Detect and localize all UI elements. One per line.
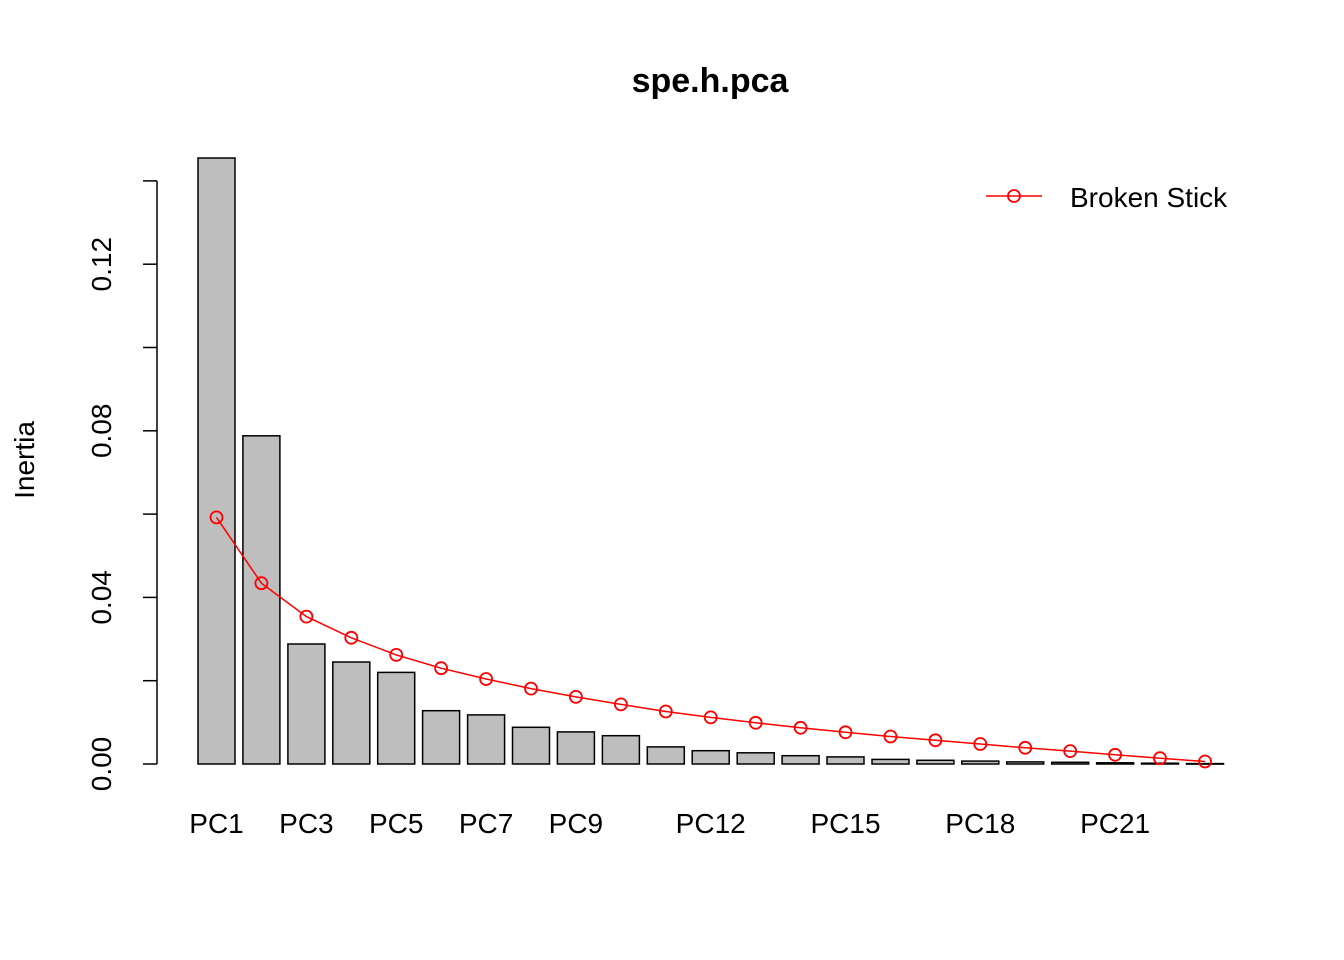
x-axis-labels: PC1 PC3 PC5 PC7 PC9 PC12 PC15 PC18 PC21: [189, 808, 1150, 839]
bars-group: [197, 157, 1225, 765]
broken-stick-line: [215, 516, 1206, 763]
bar-pc14: [781, 754, 820, 765]
broken-stick-point-pc11: [658, 704, 673, 719]
bar-pc23: [1185, 762, 1225, 765]
x-tick-label: PC15: [810, 808, 880, 839]
bar-pc16: [871, 758, 910, 765]
broken-stick-point-pc13: [748, 715, 763, 730]
x-tick-label: PC9: [549, 808, 603, 839]
broken-stick-point-pc2: [254, 576, 269, 591]
bar-pc13: [736, 752, 775, 765]
broken-stick-point-pc6: [434, 661, 449, 676]
x-tick-label: PC12: [676, 808, 746, 839]
bar-pc10: [601, 734, 641, 765]
broken-stick-point-pc20: [1063, 744, 1078, 758]
chart-title: spe.h.pca: [632, 62, 790, 100]
bar-pc7: [466, 714, 506, 765]
broken-stick-point-pc3: [299, 609, 314, 624]
x-tick-label: PC1: [189, 808, 243, 839]
broken-stick-point-pc14: [793, 720, 808, 735]
y-axis-label: Inertia: [9, 421, 40, 499]
bar-pc19: [1005, 761, 1045, 765]
broken-stick-point-pc9: [569, 690, 583, 704]
broken-stick-point-pc15: [838, 725, 853, 740]
broken-stick-point-pc21: [1108, 747, 1122, 762]
bar-pc21: [1095, 762, 1135, 765]
y-axis: 0.00 0.04 0.08 0.12: [86, 180, 158, 792]
y-tick-label: 0.12: [86, 237, 117, 292]
legend: Broken Stick: [986, 182, 1228, 213]
broken-stick-point-pc18: [973, 737, 988, 751]
bar-pc2: [242, 435, 281, 765]
bar-pc11: [646, 746, 686, 765]
x-tick-label: PC18: [945, 808, 1015, 839]
y-tick-label: 0.08: [86, 404, 117, 459]
broken-stick-series: [209, 510, 1212, 769]
broken-stick-point-pc4: [344, 630, 359, 645]
bar-pc3: [287, 643, 326, 765]
broken-stick-point-pc10: [614, 697, 628, 712]
y-tick-label: 0.00: [86, 737, 117, 792]
broken-stick-point-pc8: [524, 681, 538, 696]
y-tick-label: 0.04: [86, 570, 117, 625]
bar-pc17: [916, 759, 955, 765]
broken-stick-point-pc1: [209, 510, 224, 525]
broken-stick-point-pc23: [1198, 754, 1212, 769]
bar-pc15: [826, 756, 865, 765]
broken-stick-point-pc7: [479, 672, 494, 686]
bar-pc5: [376, 671, 416, 765]
bar-pc4: [332, 661, 371, 765]
broken-stick-point-pc22: [1153, 751, 1167, 766]
bar-pc18: [961, 760, 1000, 765]
x-tick-label: PC21: [1080, 808, 1150, 839]
broken-stick-point-pc19: [1018, 740, 1033, 755]
bar-pc12: [691, 749, 730, 765]
bar-pc20: [1050, 761, 1090, 765]
x-tick-label: PC7: [459, 808, 513, 839]
bar-pc6: [421, 709, 461, 765]
bar-pc8: [511, 726, 551, 765]
x-tick-label: PC5: [369, 808, 423, 839]
broken-stick-point-pc5: [389, 648, 404, 662]
x-tick-label: PC3: [279, 808, 333, 839]
broken-stick-point-pc16: [883, 729, 898, 744]
bar-pc1: [197, 157, 236, 765]
bar-pc9: [556, 731, 596, 765]
legend-label: Broken Stick: [1070, 182, 1228, 213]
broken-stick-point-pc17: [928, 733, 943, 748]
legend-marker-swatch: [1007, 189, 1021, 203]
broken-stick-point-pc12: [703, 710, 718, 725]
